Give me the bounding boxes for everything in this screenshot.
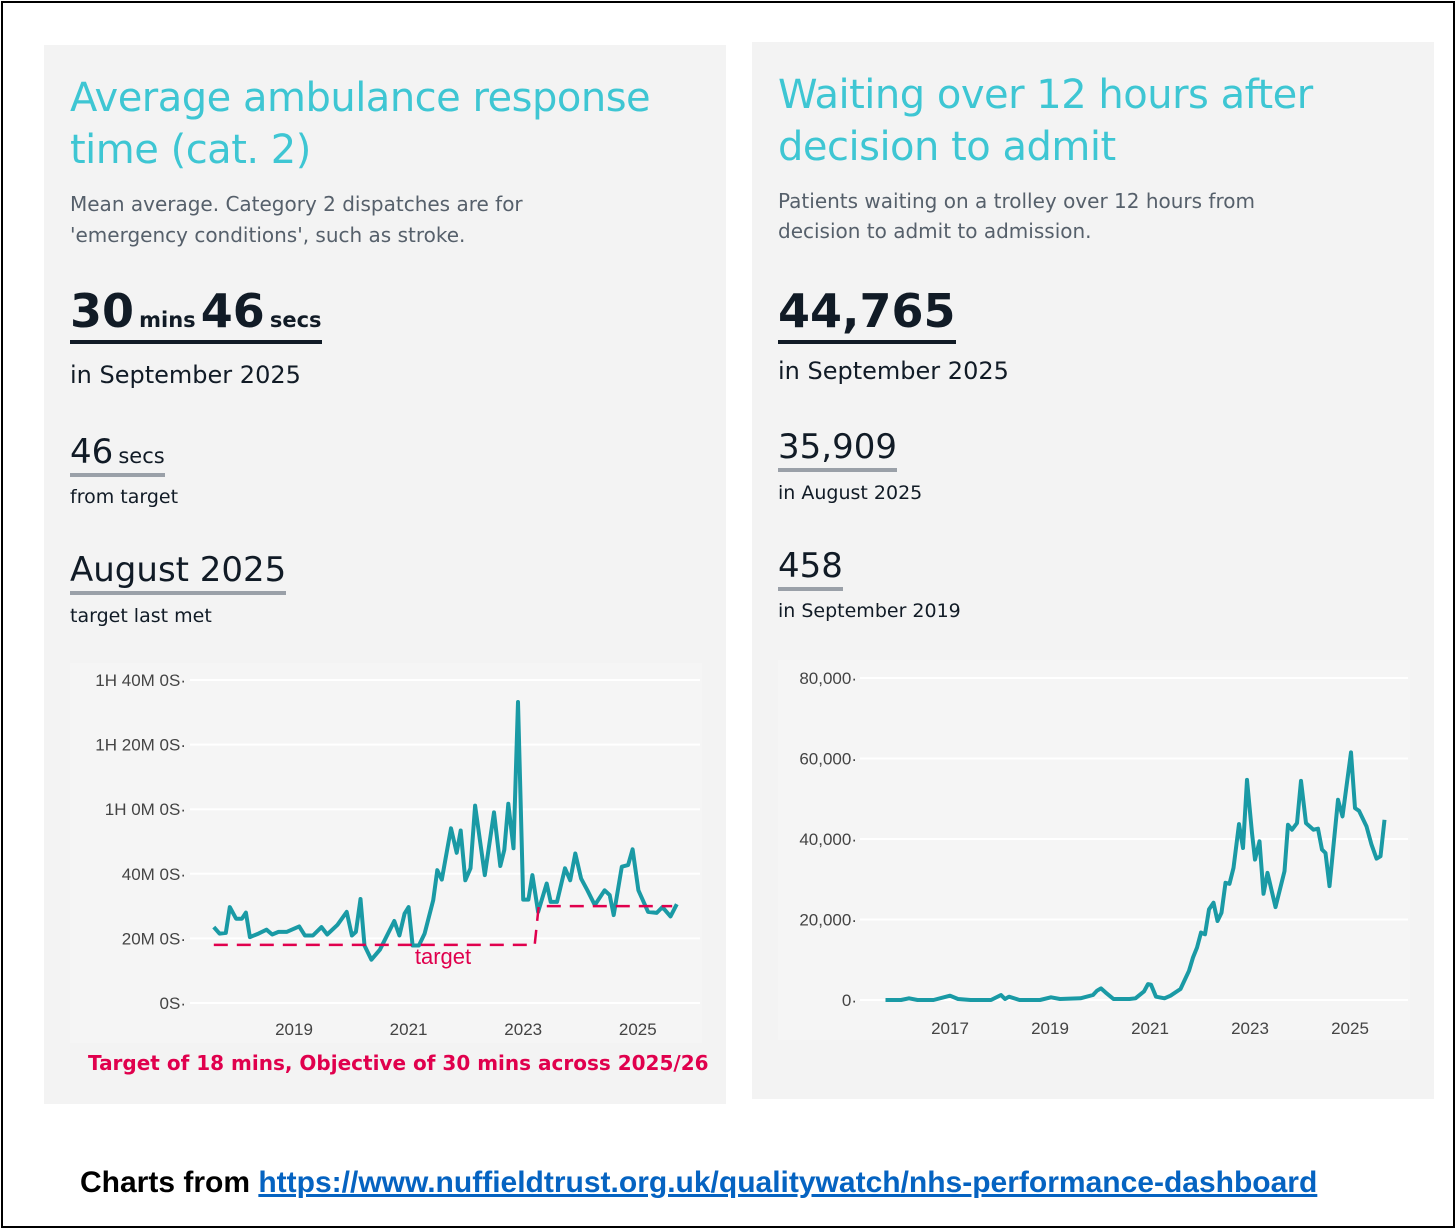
trolley-subtitle-line2: decision to admit to admission. xyxy=(778,219,1092,243)
x-tick-label: 2025 xyxy=(619,1020,657,1039)
stat1-unit: secs xyxy=(118,444,165,468)
y-tick-label: 60,000· xyxy=(799,750,857,769)
headline-mins-unit: mins xyxy=(139,308,196,332)
x-tick-label: 2017 xyxy=(931,1019,969,1038)
target-line xyxy=(213,904,673,947)
headline-mins-value: 30 xyxy=(70,284,135,338)
x-tick-label: 2023 xyxy=(1231,1019,1269,1038)
ambulance-stat1-value: 46 secs xyxy=(70,432,165,477)
x-tick-label: 2025 xyxy=(1331,1019,1369,1038)
ambulance-headline-value: 30 mins 46 secs xyxy=(70,284,322,344)
trolley-headline-period: in September 2025 xyxy=(778,357,1009,385)
y-tick-label: 20M 0S· xyxy=(122,929,186,948)
footer-source: Charts from https://www.nuffieldtrust.or… xyxy=(80,1166,1317,1200)
headline-secs-unit: secs xyxy=(269,308,322,332)
ambulance-chart: 0S· 20M 0S· 40M 0S· 1H 0M 0S· 1H 20M 0S· 1H 4… xyxy=(70,663,702,1043)
series-line xyxy=(885,750,1387,1002)
trolley-title-line2: decision to admit xyxy=(778,124,1116,170)
ambulance-stat2-value: August 2025 xyxy=(70,550,287,595)
trolley-stat1-value: 35,909 xyxy=(778,427,897,472)
x-tick-label: 2019 xyxy=(1031,1019,1069,1038)
headline-secs-value: 46 xyxy=(200,284,265,338)
y-tick-label: 0· xyxy=(842,991,857,1010)
trolley-title-line1: Waiting over 12 hours after xyxy=(778,72,1313,118)
trolley-headline-value: 44,765 xyxy=(778,284,956,344)
ambulance-chart-caption: Target of 18 mins, Objective of 30 mins … xyxy=(88,1051,709,1075)
trolley-stat1-label: in August 2025 xyxy=(778,482,923,504)
ambulance-title-line1: Average ambulance response xyxy=(70,75,651,121)
y-tick-label: 1H 40M 0S· xyxy=(95,671,186,690)
trolley-stat2-value: 458 xyxy=(778,546,843,591)
target-annotation: target xyxy=(415,944,471,969)
stat1-number: 46 xyxy=(70,432,114,472)
x-tick-label: 2021 xyxy=(1131,1019,1169,1038)
ambulance-subtitle-line1: Mean average. Category 2 dispatches are … xyxy=(70,192,523,216)
trolley-chart: 0· 20,000· 40,000· 60,000· 80,000· 2017 2019 20… xyxy=(778,660,1410,1040)
footer-prefix: Charts from xyxy=(80,1166,259,1199)
y-tick-label: 0S· xyxy=(160,994,186,1013)
y-tick-label: 20,000· xyxy=(799,911,857,930)
x-tick-label: 2019 xyxy=(275,1020,313,1039)
y-tick-label: 1H 20M 0S· xyxy=(95,736,186,755)
ambulance-title-line2: time (cat. 2) xyxy=(70,127,311,173)
ambulance-subtitle-line2: 'emergency conditions', such as stroke. xyxy=(70,223,466,247)
ambulance-headline-period: in September 2025 xyxy=(70,361,301,389)
x-tick-label: 2023 xyxy=(504,1020,542,1039)
y-tick-label: 40M 0S· xyxy=(122,865,186,884)
series-line xyxy=(212,700,679,962)
y-tick-label: 80,000· xyxy=(799,669,857,688)
ambulance-stat1-label: from target xyxy=(70,486,179,508)
source-link[interactable]: https://www.nuffieldtrust.org.uk/quality… xyxy=(258,1166,1318,1199)
y-tick-label: 40,000· xyxy=(799,830,857,849)
trolley-subtitle-line1: Patients waiting on a trolley over 12 ho… xyxy=(778,189,1255,213)
ambulance-stat2-label: target last met xyxy=(70,605,212,627)
trolley-stat2-label: in September 2019 xyxy=(778,600,961,622)
x-tick-label: 2021 xyxy=(390,1020,428,1039)
y-tick-label: 1H 0M 0S· xyxy=(105,800,186,819)
